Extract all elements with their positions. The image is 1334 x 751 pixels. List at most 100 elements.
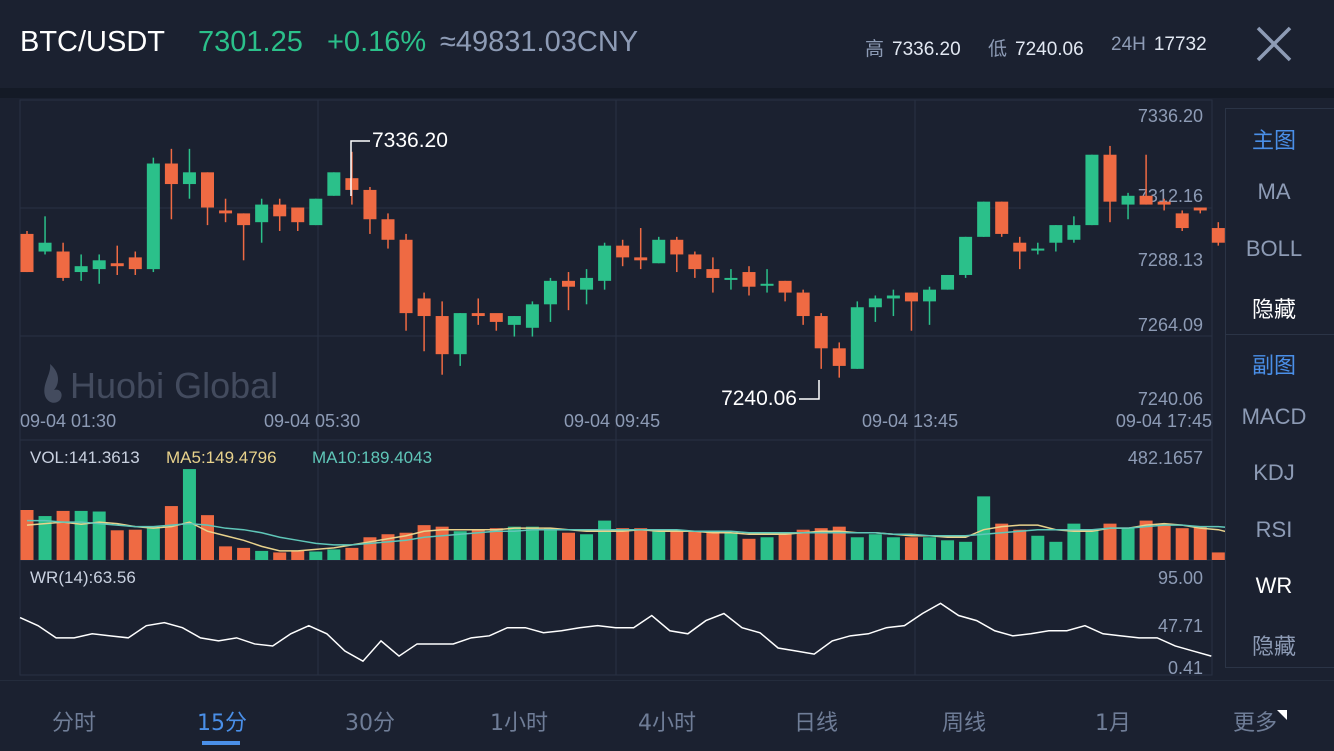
volume-bar	[435, 526, 449, 560]
volume-bar	[1211, 552, 1225, 560]
volume-bar	[201, 515, 214, 560]
volume-bar	[995, 523, 1009, 560]
volume-bar	[1085, 529, 1099, 560]
volume-bar	[742, 538, 756, 560]
low-marker: 7240.06	[721, 380, 820, 410]
x-label: 09-04 09:45	[564, 411, 660, 431]
volume-bar	[1121, 528, 1135, 560]
vol-max-label: 482.1657	[1128, 448, 1203, 468]
volume-bar	[1157, 523, 1171, 560]
more-label: 更多	[1232, 711, 1277, 736]
candle	[634, 228, 648, 270]
y-label: 7240.06	[1138, 389, 1203, 409]
candle	[146, 157, 160, 273]
candle	[670, 236, 684, 273]
volume-stat: 24H 17732	[1111, 34, 1207, 56]
candle	[56, 242, 70, 281]
low-value: 7240.06	[1015, 39, 1084, 60]
volume-bar	[959, 541, 973, 560]
candle	[110, 245, 124, 275]
high-label: 高	[865, 39, 885, 60]
watermark-text: Huobi Global	[70, 365, 278, 406]
volume-bar	[724, 532, 738, 560]
candle	[417, 292, 431, 352]
cny-price: ≈49831.03CNY	[440, 26, 639, 58]
candle	[850, 301, 864, 369]
volume-bar	[760, 537, 774, 560]
candle	[832, 342, 846, 378]
tab-30min[interactable]: 30分	[345, 711, 395, 736]
volume-bar	[110, 530, 124, 560]
candle	[995, 201, 1009, 237]
candle	[1121, 192, 1135, 220]
main-hide-option[interactable]: 隐藏	[1251, 297, 1296, 322]
indicator-rsi[interactable]: RSI	[1255, 517, 1293, 542]
candle	[38, 216, 52, 255]
indicator-boll[interactable]: BOLL	[1245, 236, 1303, 261]
candle	[327, 172, 341, 196]
volume-bar	[1013, 529, 1027, 560]
candle	[1193, 207, 1207, 214]
tab-4hour[interactable]: 4小时	[638, 711, 696, 736]
volume-bar	[417, 525, 431, 560]
volume-bar	[237, 547, 251, 560]
volume-bar	[453, 531, 467, 560]
indicator-wr[interactable]: WR	[1255, 573, 1293, 598]
volume-bar	[309, 551, 323, 560]
candlestick-series	[20, 145, 1243, 378]
volume-bar	[616, 528, 630, 560]
sub-hide-option[interactable]: 隐藏	[1251, 634, 1296, 659]
volume-bar	[20, 510, 34, 560]
candle	[309, 198, 323, 226]
candle	[74, 254, 88, 281]
volume-bar	[146, 526, 160, 560]
high-stat: 高 7336.20	[865, 34, 961, 61]
volume-bar	[182, 469, 196, 560]
tab-15min[interactable]: 15分	[197, 711, 247, 736]
candle	[1085, 154, 1099, 226]
tab-monthly[interactable]: 1月	[1095, 711, 1131, 736]
tab-daily[interactable]: 日线	[793, 711, 838, 736]
volume-bar	[327, 549, 341, 560]
volume-bar	[923, 537, 936, 560]
last-price: 7301.25	[198, 26, 303, 58]
pair-name: BTC/USDT	[20, 26, 165, 58]
candle	[688, 251, 702, 278]
wr-y-label: 47.71	[1158, 616, 1203, 636]
indicator-kdj[interactable]: KDJ	[1253, 460, 1295, 485]
candle	[128, 251, 142, 275]
candle	[219, 198, 233, 223]
close-button[interactable]	[1252, 22, 1296, 66]
candle	[562, 272, 575, 311]
volume-bar	[850, 537, 864, 560]
volume-bar	[525, 526, 539, 560]
high-marker: 7336.20	[350, 129, 448, 196]
kline-chart[interactable]: Huobi Global 7336.20 7312.16 7288.13 726…	[0, 98, 1334, 678]
volume-bar	[796, 529, 810, 560]
chart-grid	[19, 99, 1213, 676]
sub-indicator-title: 副图	[1251, 353, 1296, 378]
tab-more[interactable]: 更多	[1228, 705, 1292, 737]
volume-bar	[832, 526, 846, 560]
tab-1hour[interactable]: 1小时	[490, 711, 548, 736]
price-change: +0.16%	[327, 26, 427, 58]
candle	[92, 254, 106, 284]
candle	[814, 313, 828, 369]
volume-bar	[904, 537, 918, 560]
indicator-macd[interactable]: MACD	[1241, 404, 1307, 429]
tab-weekly[interactable]: 周线	[941, 711, 986, 736]
candle	[255, 198, 269, 243]
candle	[652, 236, 666, 264]
wr-line	[19, 602, 1212, 663]
candle	[1031, 242, 1045, 255]
high-marker-label: 7336.20	[372, 129, 448, 152]
volume-ma-lines	[26, 519, 1255, 552]
candle	[1103, 145, 1117, 223]
indicator-ma[interactable]: MA	[1257, 179, 1291, 204]
candle	[904, 292, 918, 331]
tab-timeline[interactable]: 分时	[51, 711, 96, 736]
wr-label: WR(14):63.56	[30, 568, 136, 587]
ticker-header: BTC/USDT 7301.25 +0.16% ≈49831.03CNY 高 73…	[0, 0, 1334, 88]
volume-bar	[1175, 528, 1189, 560]
candle	[237, 213, 251, 261]
